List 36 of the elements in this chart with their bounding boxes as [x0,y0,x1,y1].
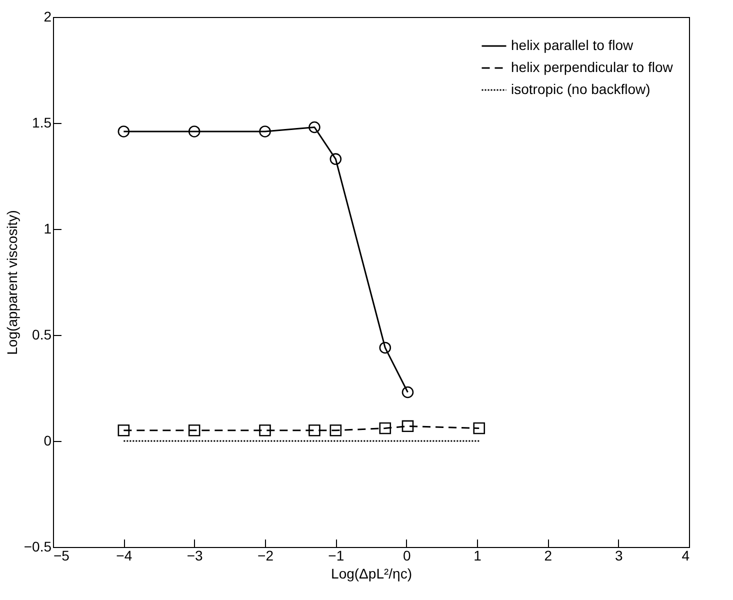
x-tick-label: 1 [474,548,482,564]
point [379,422,392,434]
point [379,342,392,354]
point [118,126,130,138]
point [188,126,200,138]
x-tick-label: −1 [328,548,344,564]
point [330,424,342,436]
y-tick-label: 0 [44,432,52,448]
point [259,424,271,436]
point [308,121,320,134]
point [330,153,342,165]
y-tick-label: 0.5 [32,326,52,342]
legend-label: helix perpendicular to flow [511,59,674,75]
point [402,420,414,432]
y-tick-label: 1.5 [32,114,52,130]
point [473,422,486,434]
x-tick-label: 2 [544,548,552,564]
point [188,424,200,436]
point [402,386,414,398]
y-tick-label: 2 [44,8,52,24]
x-tick-label: −5 [54,548,70,564]
x-tick-label: 3 [614,548,623,564]
point [259,126,271,138]
point [308,424,320,436]
x-tick-label: −4 [116,548,132,564]
x-tick-label: −3 [186,548,204,564]
x-tick-label: −2 [258,548,274,564]
x-tick-label: 4 [682,548,690,564]
legend-label: isotropic (no backflow) [511,81,650,97]
y-axis-title: Log(apparent viscosity) [4,210,20,355]
y-tick-label: −0.5 [24,538,52,554]
x-axis-title: Log(ΔpL²/ηc) [331,566,412,582]
point [118,424,130,436]
y-tick-label: 1 [44,220,52,236]
x-tick-label: 0 [402,548,411,564]
legend-label: helix parallel to flow [511,37,634,53]
